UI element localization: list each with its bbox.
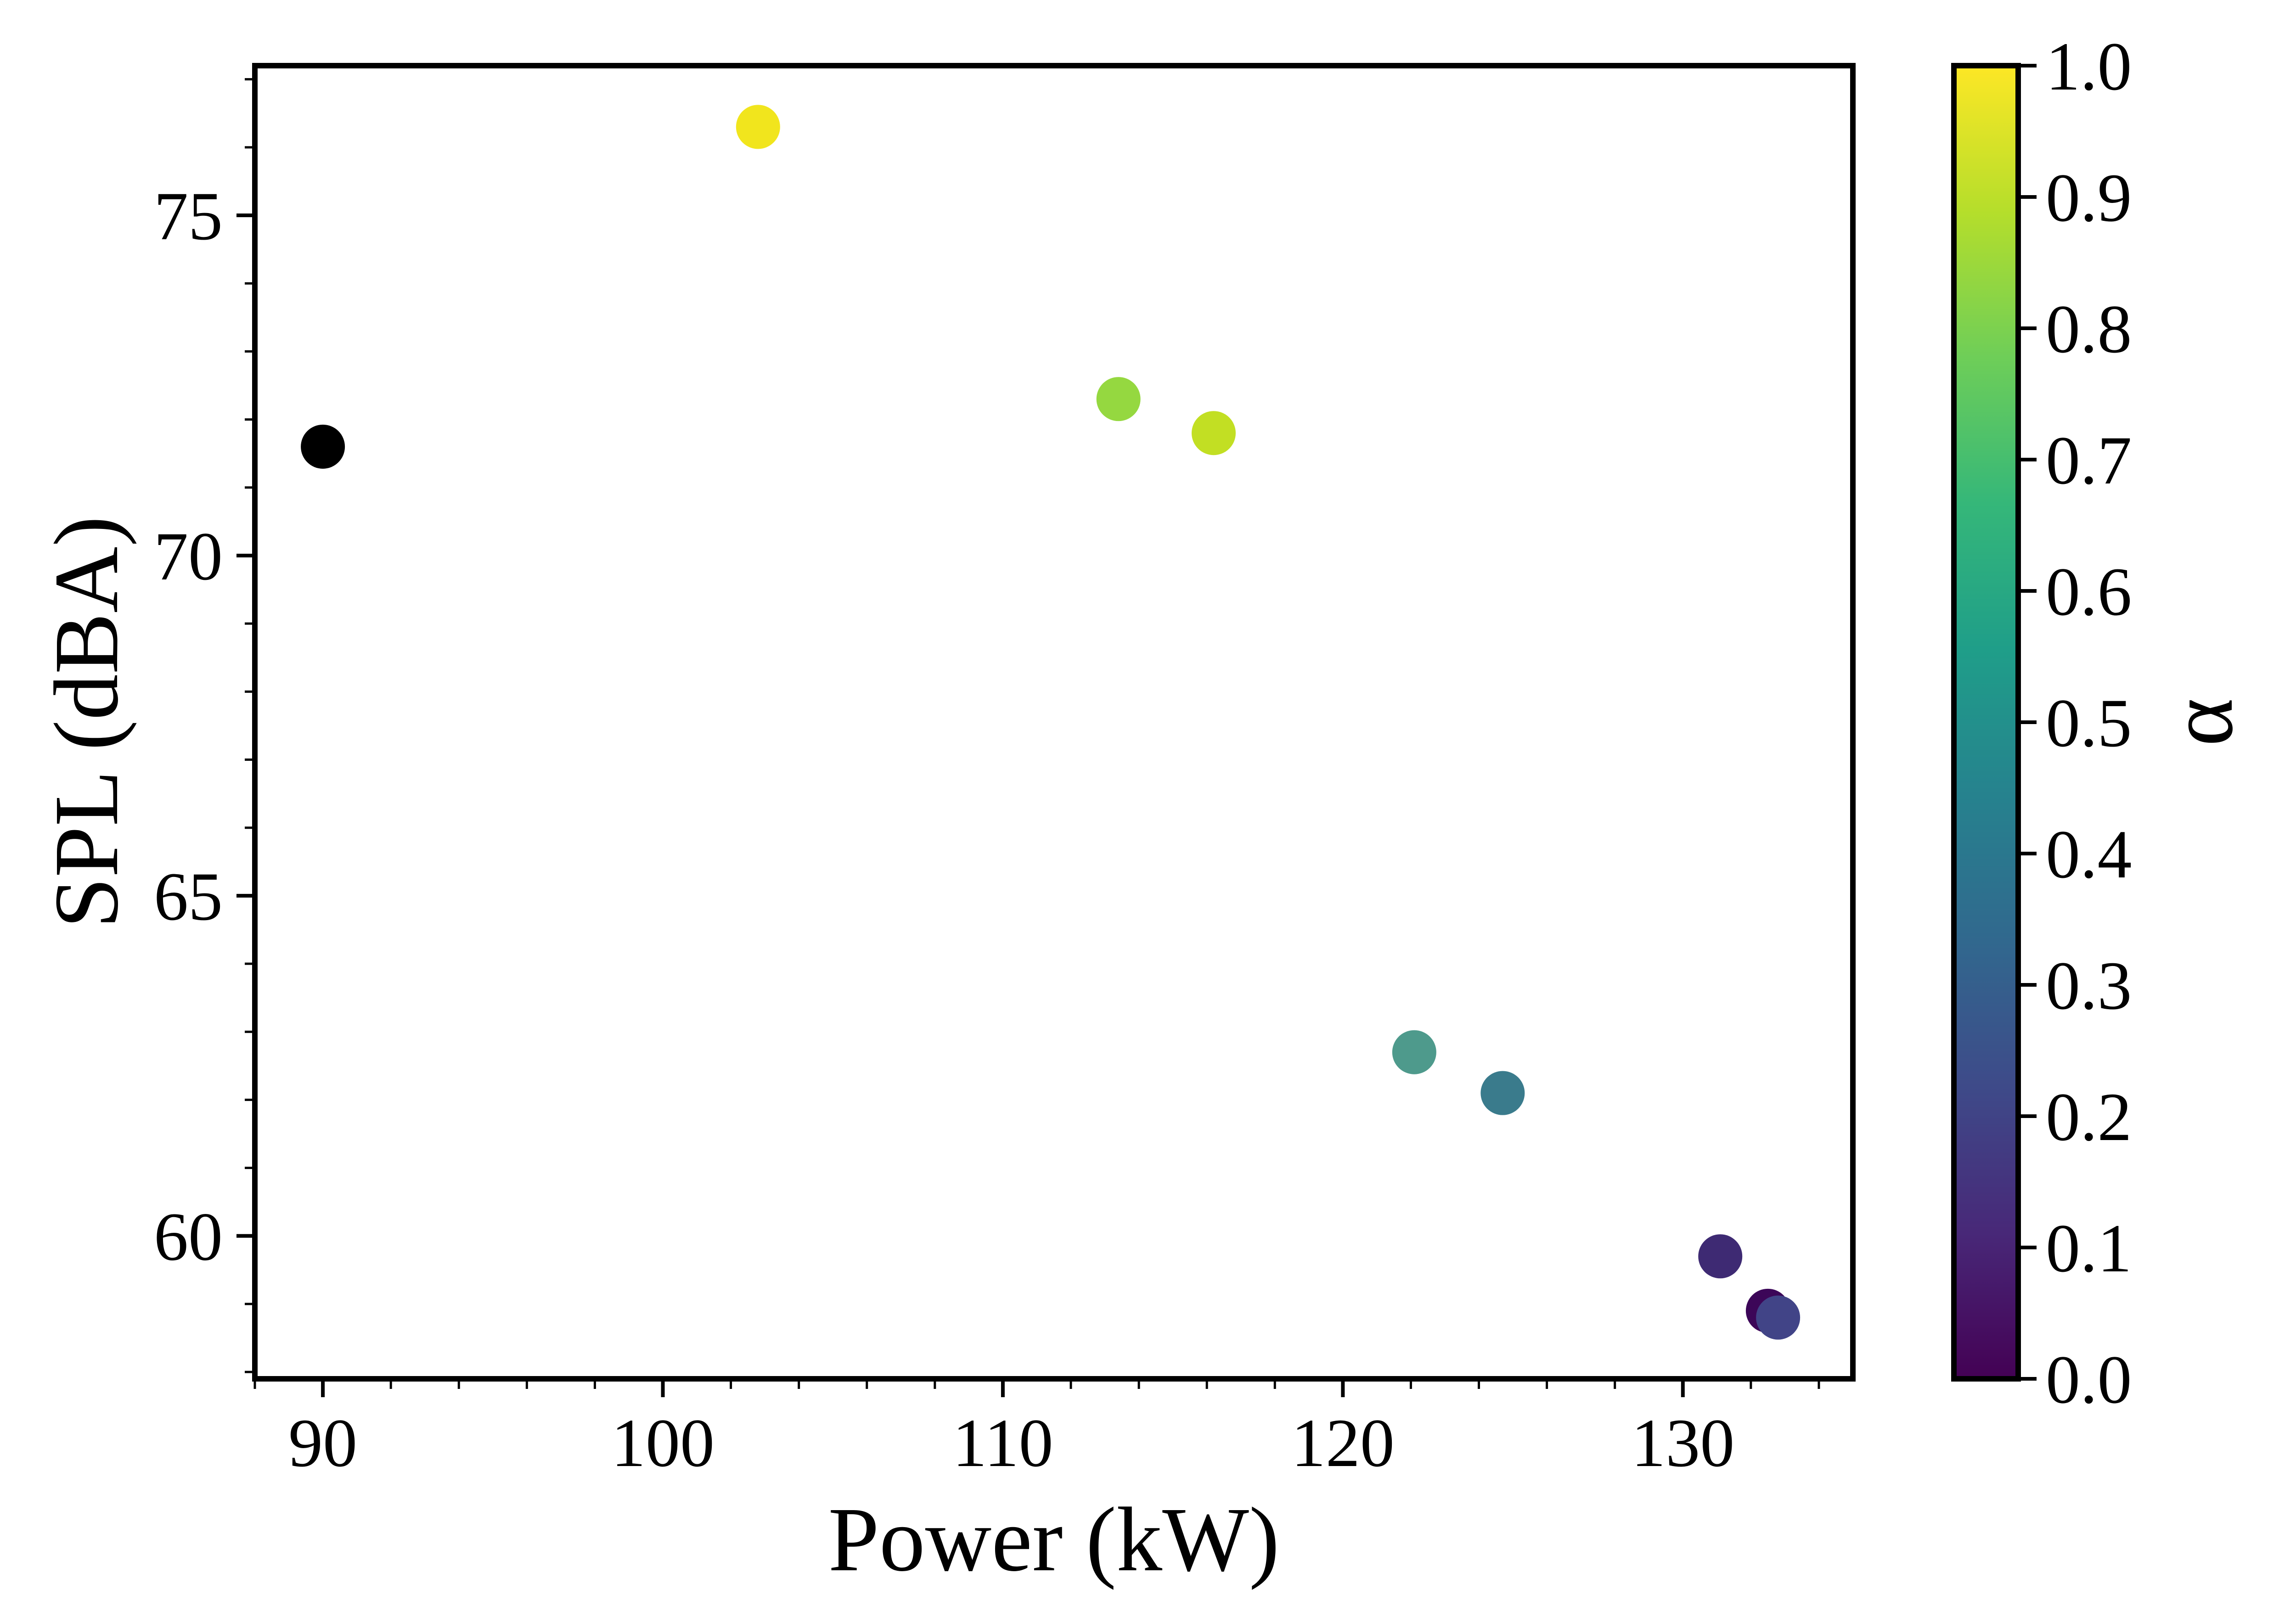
colorbar-tick-label: 0.6 (2046, 554, 2132, 630)
colorbar-label: α (2150, 698, 2252, 747)
x-tick-label: 120 (1291, 1405, 1395, 1481)
colorbar-tick-label: 0.2 (2046, 1079, 2132, 1155)
colorbar-tick-label: 0.3 (2046, 948, 2132, 1024)
scatter-point (1756, 1295, 1801, 1340)
colorbar-tick-label: 0.8 (2046, 291, 2132, 367)
colorbar-tick-label: 0.9 (2046, 160, 2132, 236)
scatter-point (301, 424, 345, 469)
x-tick-label: 100 (611, 1405, 715, 1481)
y-tick-label: 75 (154, 178, 223, 254)
scatter-point (1698, 1234, 1743, 1279)
colorbar-gradient (1954, 66, 2018, 1379)
y-tick-label: 70 (154, 518, 223, 595)
colorbar-tick-label: 0.1 (2046, 1210, 2132, 1287)
y-axis-title: SPL (dBA) (36, 516, 137, 928)
scatter-point (1192, 411, 1236, 455)
colorbar-tick-label: 0.0 (2046, 1342, 2132, 1418)
y-tick-label: 65 (154, 859, 223, 935)
colorbar-tick-label: 0.4 (2046, 816, 2132, 893)
scatter-point (1480, 1071, 1525, 1115)
colorbar: 0.0 0.1 0.2 0.3 0.4 0.5 0.6 0.7 0.8 0.9 1.0 α (1951, 28, 2252, 1418)
colorbar-tick-label: 1.0 (2046, 28, 2132, 105)
x-tick-label: 110 (952, 1405, 1053, 1481)
y-tick-label: 60 (154, 1199, 223, 1275)
x-axis-title: Power (kW) (828, 1489, 1279, 1590)
colorbar-tick-label: 0.5 (2046, 685, 2132, 761)
scatter-point (736, 105, 780, 149)
scatter-point (1392, 1030, 1436, 1074)
plot-frame (252, 63, 1856, 1382)
colorbar-tick-label: 0.7 (2046, 422, 2132, 499)
plot-area: 90 100 110 120 130 60 65 70 75 Power (kW) SPL (dBA… (36, 63, 1856, 1590)
x-tick-label: 130 (1631, 1405, 1734, 1481)
scatter-point (1096, 377, 1141, 421)
x-tick-label: 90 (288, 1405, 357, 1481)
